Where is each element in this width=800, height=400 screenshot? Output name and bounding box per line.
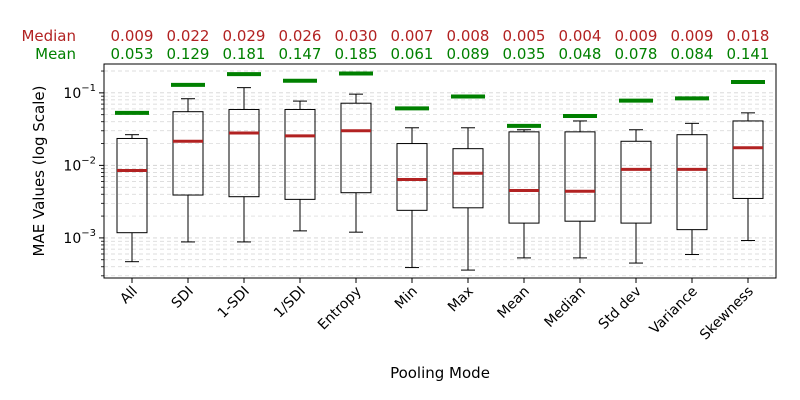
box-skewness (731, 80, 765, 242)
x-tick-label: Skewness (697, 284, 757, 344)
mean-value-label: 0.185 (335, 45, 378, 63)
iqr-box (396, 143, 428, 211)
y-axis-title: MAE Values (log Scale) (30, 86, 48, 257)
mean-value-label: 0.129 (167, 45, 210, 63)
median-value-label: 0.009 (671, 27, 714, 45)
x-tick-label: Entropy (315, 284, 365, 334)
box-max (451, 94, 485, 271)
grid-lines (104, 70, 776, 277)
median-value-label: 0.030 (335, 27, 378, 45)
median-value-label: 0.029 (223, 27, 266, 45)
stats-header: Median Mean 0.0090.0530.0220.1290.0290.1… (21, 27, 769, 63)
y-tick-exponent: −2 (81, 155, 96, 166)
x-axis-title: Pooling Mode (390, 364, 490, 382)
mean-value-label: 0.147 (279, 45, 322, 63)
mean-value-label: 0.035 (503, 45, 546, 63)
x-tick-label: Max (445, 284, 477, 316)
plot-area-frame (103, 63, 777, 279)
y-tick-label: 10−1 (63, 83, 96, 102)
median-value-label: 0.008 (447, 27, 490, 45)
y-tick-base: 10 (63, 158, 81, 174)
y-tick-label: 10−2 (63, 155, 96, 174)
box-median (563, 113, 597, 259)
iqr-box (732, 120, 764, 199)
mean-value-label: 0.141 (727, 45, 770, 63)
mean-value-label: 0.061 (391, 45, 434, 63)
box-all (115, 110, 149, 263)
x-tick-label: Variance (647, 284, 701, 338)
box-min (395, 106, 429, 269)
x-tick-label: 1/SDI (271, 284, 309, 322)
mean-value-label: 0.053 (111, 45, 154, 63)
y-axis-ticks: 10−110−210−3 (63, 70, 104, 277)
iqr-box (508, 131, 540, 224)
median-value-label: 0.007 (391, 27, 434, 45)
y-tick-exponent: −3 (81, 228, 96, 239)
median-value-label: 0.026 (279, 27, 322, 45)
iqr-box (452, 148, 484, 209)
y-tick-exponent: −1 (81, 83, 96, 94)
x-tick-label: Min (392, 284, 421, 313)
y-tick-base: 10 (63, 86, 81, 102)
x-tick-label: SDI (169, 284, 197, 312)
mean-value-label: 0.048 (559, 45, 602, 63)
median-value-label: 0.022 (167, 27, 210, 45)
median-value-label: 0.005 (503, 27, 546, 45)
mean-row-label: Mean (35, 45, 76, 63)
box-plot-series (115, 71, 765, 271)
box-1-sdi (227, 72, 261, 243)
median-value-label: 0.004 (559, 27, 602, 45)
box-std-dev (619, 98, 653, 264)
median-value-label: 0.009 (615, 27, 658, 45)
box-entropy (339, 71, 373, 233)
median-value-label: 0.018 (727, 27, 770, 45)
x-tick-label: Median (542, 284, 589, 331)
median-value-label: 0.009 (111, 27, 154, 45)
box-sdi (171, 82, 205, 243)
iqr-box (620, 140, 652, 224)
iqr-box (564, 131, 596, 222)
x-tick-label: Mean (495, 284, 533, 322)
x-tick-label: 1-SDI (215, 284, 253, 322)
mean-value-label: 0.181 (223, 45, 266, 63)
iqr-box (676, 134, 708, 231)
iqr-box (228, 108, 260, 198)
median-row-label: Median (21, 27, 76, 45)
mean-value-label: 0.089 (447, 45, 490, 63)
iqr-box (172, 111, 204, 196)
box-variance (675, 96, 709, 256)
mean-value-label: 0.084 (671, 45, 714, 63)
iqr-box (340, 102, 372, 194)
x-axis-ticks: All SDI 1-SDI 1/SDI Entropy Min Max Mean Median S… (117, 278, 757, 343)
box-1-sdi (283, 78, 317, 232)
iqr-box (284, 108, 316, 200)
y-tick-label: 10−3 (63, 228, 96, 247)
x-tick-label: Std dev (596, 284, 645, 333)
box-mean (507, 123, 541, 259)
x-tick-label: All (117, 284, 141, 308)
mean-value-label: 0.078 (615, 45, 658, 63)
iqr-box (116, 137, 148, 234)
y-tick-base: 10 (63, 231, 81, 247)
